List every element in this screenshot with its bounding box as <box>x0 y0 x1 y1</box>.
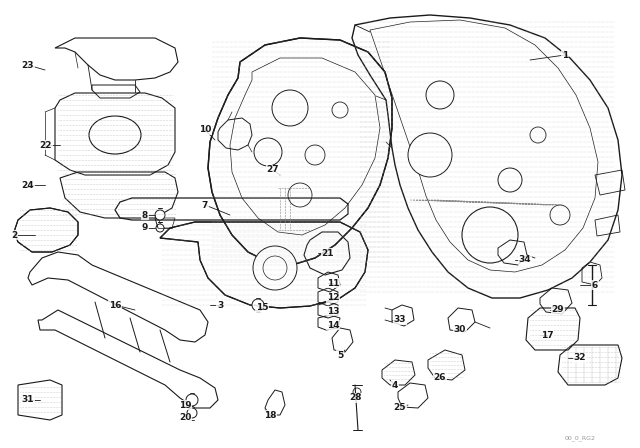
Text: 12: 12 <box>327 293 339 302</box>
Circle shape <box>186 394 198 406</box>
Text: 20: 20 <box>179 414 191 422</box>
Text: 34: 34 <box>518 255 531 264</box>
Text: 16: 16 <box>109 301 121 310</box>
Text: 10: 10 <box>199 125 211 134</box>
Text: 17: 17 <box>541 331 554 340</box>
Circle shape <box>252 299 264 311</box>
Text: 4: 4 <box>392 380 398 389</box>
Circle shape <box>263 256 287 280</box>
Circle shape <box>155 210 165 220</box>
Text: 27: 27 <box>267 165 279 175</box>
Circle shape <box>253 246 297 290</box>
Text: 25: 25 <box>394 404 406 413</box>
Text: 30: 30 <box>454 326 466 335</box>
Text: 14: 14 <box>326 320 339 329</box>
Text: 00_0_RG2: 00_0_RG2 <box>565 435 596 441</box>
Circle shape <box>156 224 164 232</box>
Text: 24: 24 <box>22 181 35 190</box>
Circle shape <box>272 90 308 126</box>
Text: 31: 31 <box>22 396 35 405</box>
Text: 13: 13 <box>327 306 339 315</box>
Text: 21: 21 <box>322 249 334 258</box>
Circle shape <box>254 138 282 166</box>
Text: 6: 6 <box>592 280 598 289</box>
Ellipse shape <box>89 116 141 154</box>
Circle shape <box>408 133 452 177</box>
Circle shape <box>426 81 454 109</box>
Text: 2: 2 <box>11 231 17 240</box>
Text: 26: 26 <box>434 374 446 383</box>
Circle shape <box>305 145 325 165</box>
Circle shape <box>187 408 197 418</box>
Text: 8: 8 <box>142 211 148 220</box>
Text: 23: 23 <box>22 60 35 69</box>
Text: 9: 9 <box>142 224 148 233</box>
Circle shape <box>530 127 546 143</box>
Text: 11: 11 <box>327 279 339 288</box>
Text: 28: 28 <box>349 393 361 402</box>
Circle shape <box>288 183 312 207</box>
Circle shape <box>462 207 518 263</box>
Text: 32: 32 <box>573 353 586 362</box>
Text: 5: 5 <box>337 350 343 359</box>
Circle shape <box>332 102 348 118</box>
Text: 7: 7 <box>202 201 208 210</box>
Text: 3: 3 <box>217 301 223 310</box>
Text: 22: 22 <box>40 141 52 150</box>
Text: 29: 29 <box>552 306 564 314</box>
Text: 1: 1 <box>562 51 568 60</box>
Text: 33: 33 <box>394 315 406 324</box>
Circle shape <box>353 388 361 396</box>
Text: 19: 19 <box>179 401 191 409</box>
Text: 15: 15 <box>256 303 268 313</box>
Text: 18: 18 <box>264 410 276 419</box>
Circle shape <box>550 205 570 225</box>
Circle shape <box>498 168 522 192</box>
